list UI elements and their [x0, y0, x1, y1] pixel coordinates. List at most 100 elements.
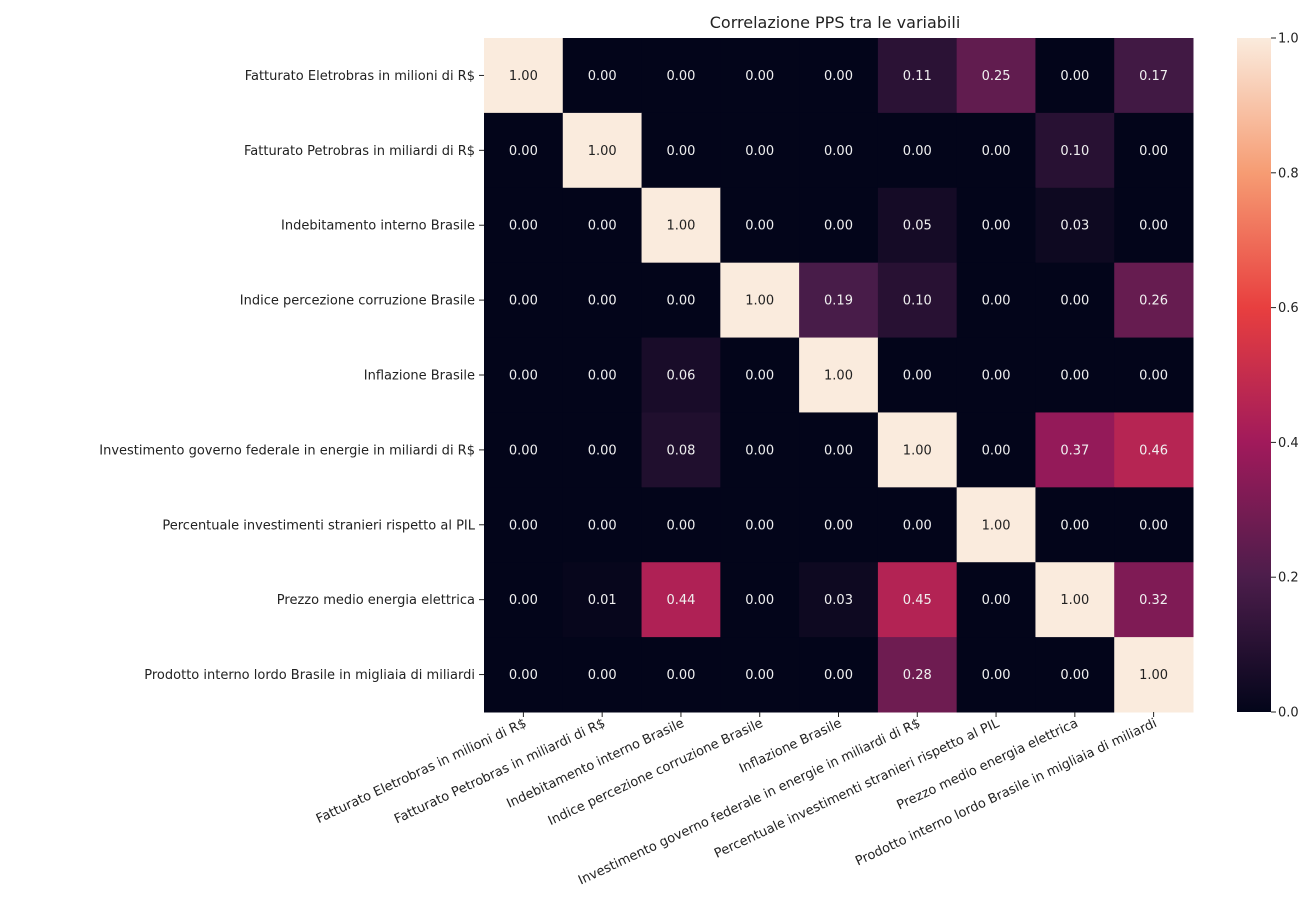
- row-label: Percentuale investimenti stranieri rispe…: [162, 518, 475, 533]
- heatmap-cell: [562, 112, 643, 189]
- heatmap-cell: [641, 262, 721, 339]
- heatmap-cell: [641, 487, 721, 563]
- heatmap-cell: [641, 38, 721, 114]
- heatmap-cell: [1114, 187, 1194, 264]
- column-labels: Fatturato Eletrobras in milioni di R$Fat…: [314, 712, 1159, 888]
- cell-value-label: 0.26: [1139, 294, 1168, 309]
- cell-value-label: 0.00: [903, 369, 932, 384]
- row-label: Indebitamento interno Brasile: [281, 219, 475, 234]
- row-label: Inflazione Brasile: [364, 369, 475, 384]
- heatmap-cell: [484, 412, 564, 488]
- cell-value-label: 0.28: [903, 668, 932, 683]
- heatmap-cell: [956, 337, 1036, 413]
- cell-value-label: 0.00: [666, 144, 695, 159]
- heatmap-cell: [720, 412, 800, 488]
- cell-value-label: 0.00: [982, 294, 1011, 309]
- cell-value-label: 0.00: [588, 69, 617, 84]
- heatmap-cell: [484, 112, 564, 189]
- cell-value-label: 0.00: [982, 593, 1011, 608]
- heatmap-cells: 1.00 0.00 0.00 0.00 0.00 0.11 0.25 0.00 0.17 0.00…: [484, 38, 1194, 713]
- heatmap-cell: [877, 187, 958, 264]
- colorbar-tick-label: 0.6: [1278, 301, 1299, 316]
- cell-value-label: 1.00: [1060, 593, 1089, 608]
- row-label: Prodotto interno lordo Brasile in miglia…: [144, 668, 475, 683]
- colorbar-gradient: [1237, 38, 1271, 712]
- cell-value-label: 0.08: [666, 443, 695, 458]
- cell-value-label: 0.00: [509, 443, 538, 458]
- cell-value-label: 1.00: [666, 219, 695, 234]
- cell-value-label: 0.00: [588, 219, 617, 234]
- cell-value-label: 0.03: [824, 593, 853, 608]
- heatmap-cell: [1114, 262, 1194, 339]
- heatmap-cell: [1035, 262, 1115, 339]
- heatmap-cell: [1114, 487, 1194, 563]
- heatmap-cell: [484, 487, 564, 563]
- cell-value-label: 0.00: [903, 518, 932, 533]
- heatmap-cell: [641, 562, 721, 638]
- heatmap-cell: [720, 262, 800, 339]
- cell-value-label: 0.00: [745, 593, 774, 608]
- cell-value-label: 0.19: [824, 294, 853, 309]
- heatmap-cell: [1035, 487, 1115, 563]
- heatmap-cell: [1035, 337, 1115, 413]
- heatmap-cell: [1114, 637, 1194, 713]
- cell-value-label: 1.00: [982, 518, 1011, 533]
- heatmap-cell: [1035, 187, 1115, 264]
- heatmap-cell: [720, 637, 800, 713]
- row-label: Investimento governo federale in energie…: [99, 443, 475, 458]
- row-label: Prezzo medio energia elettrica: [277, 593, 475, 608]
- cell-value-label: 0.00: [666, 294, 695, 309]
- colorbar-tick-label: 0.0: [1278, 706, 1299, 721]
- cell-value-label: 0.37: [1060, 443, 1089, 458]
- cell-value-label: 0.46: [1139, 443, 1168, 458]
- cell-value-label: 1.00: [903, 443, 932, 458]
- cell-value-label: 0.00: [588, 294, 617, 309]
- heatmap-cell: [877, 412, 958, 488]
- heatmap-cell: [1114, 38, 1194, 114]
- heatmap-cell: [562, 412, 643, 488]
- cell-value-label: 0.00: [1060, 668, 1089, 683]
- cell-value-label: 1.00: [1139, 668, 1168, 683]
- heatmap-cell: [1114, 337, 1194, 413]
- heatmap-cell: [799, 637, 879, 713]
- heatmap-cell: [956, 262, 1036, 339]
- heatmap-cell: [956, 187, 1036, 264]
- heatmap-cell: [641, 412, 721, 488]
- cell-value-label: 0.00: [824, 518, 853, 533]
- colorbar-tick-label: 0.8: [1278, 166, 1299, 181]
- cell-value-label: 0.00: [509, 219, 538, 234]
- heatmap-cell: [562, 187, 643, 264]
- row-label: Indice percezione corruzione Brasile: [240, 294, 475, 309]
- heatmap-cell: [799, 38, 879, 114]
- cell-value-label: 1.00: [509, 69, 538, 84]
- heatmap-cell: [720, 487, 800, 563]
- cell-value-label: 0.00: [1139, 369, 1168, 384]
- heatmap-cell: [799, 412, 879, 488]
- cell-value-label: 0.10: [1060, 144, 1089, 159]
- cell-value-label: 0.00: [745, 144, 774, 159]
- cell-value-label: 1.00: [824, 369, 853, 384]
- heatmap-cell: [799, 562, 879, 638]
- heatmap-cell: [641, 337, 721, 413]
- cell-value-label: 0.00: [824, 668, 853, 683]
- heatmap-cell: [877, 637, 958, 713]
- heatmap-cell: [877, 262, 958, 339]
- heatmap-cell: [877, 562, 958, 638]
- cell-value-label: 0.00: [982, 668, 1011, 683]
- cell-value-label: 0.00: [1060, 369, 1089, 384]
- heatmap-cell: [484, 38, 564, 114]
- heatmap-cell: [484, 187, 564, 264]
- heatmap-cell: [562, 637, 643, 713]
- cell-value-label: 0.00: [982, 144, 1011, 159]
- cell-value-label: 0.00: [745, 668, 774, 683]
- heatmap-cell: [956, 637, 1036, 713]
- cell-value-label: 0.00: [745, 518, 774, 533]
- cell-value-label: 0.00: [982, 443, 1011, 458]
- cell-value-label: 0.00: [1139, 518, 1168, 533]
- cell-value-label: 0.00: [509, 294, 538, 309]
- heatmap-cell: [1035, 112, 1115, 189]
- cell-value-label: 0.00: [824, 219, 853, 234]
- cell-value-label: 1.00: [588, 144, 617, 159]
- cell-value-label: 0.00: [666, 69, 695, 84]
